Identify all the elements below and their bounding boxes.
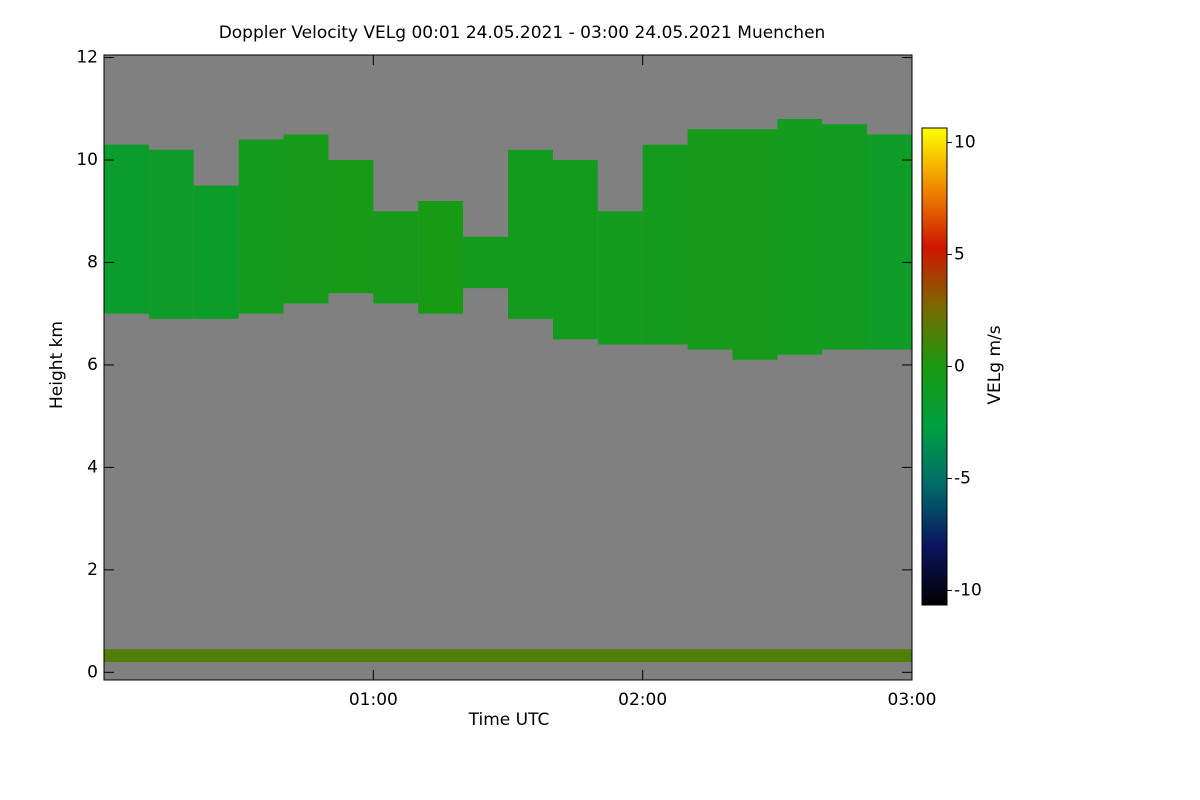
velocity-cell — [508, 149, 553, 319]
velocity-cell — [597, 211, 643, 345]
y-tick-label: 0 — [87, 662, 98, 682]
colorbar-tick-label: -10 — [954, 580, 982, 600]
velocity-cell — [104, 649, 912, 663]
velocity-cell — [777, 119, 823, 355]
velocity-cell — [238, 139, 284, 314]
chart-title: Doppler Velocity VELg 00:01 24.05.2021 -… — [219, 23, 826, 43]
y-axis-label: Height km — [47, 321, 67, 409]
colorbar-tick-label: 10 — [954, 133, 976, 153]
velocity-cell — [373, 211, 419, 304]
velocity-cell — [148, 149, 194, 319]
colorbar — [921, 127, 948, 606]
y-tick-label: 12 — [76, 48, 98, 68]
y-tick-label: 8 — [87, 252, 98, 272]
velocity-cell — [822, 124, 868, 350]
y-tick-label: 6 — [87, 355, 98, 375]
x-axis-label: Time UTC — [468, 710, 550, 730]
velocity-cell — [552, 160, 598, 340]
cells — [104, 119, 912, 663]
velocity-cell — [642, 144, 688, 345]
colorbar-label: VELg m/s — [985, 325, 1005, 404]
velocity-cell — [418, 201, 464, 314]
velocity-cell — [104, 144, 149, 314]
velocity-cell — [283, 134, 329, 304]
velocity-cell — [463, 236, 508, 289]
velocity-cell — [193, 185, 239, 319]
colorbar-tick-label: 0 — [954, 357, 965, 377]
y-tick-label: 10 — [76, 150, 98, 170]
y-tick-label: 4 — [87, 457, 98, 477]
plot-frame — [103, 54, 913, 681]
y-tick-label: 2 — [87, 560, 98, 580]
velocity-cell — [328, 160, 374, 294]
x-tick-label: 01:00 — [349, 690, 398, 710]
velocity-cell — [732, 129, 778, 360]
x-tick-label: 03:00 — [888, 690, 937, 710]
x-tick-label: 02:00 — [618, 690, 667, 710]
colorbar-tick-label: 5 — [954, 245, 965, 265]
velocity-cell — [687, 129, 733, 350]
colorbar-tick-label: -5 — [954, 468, 971, 488]
velocity-cell — [867, 134, 912, 350]
